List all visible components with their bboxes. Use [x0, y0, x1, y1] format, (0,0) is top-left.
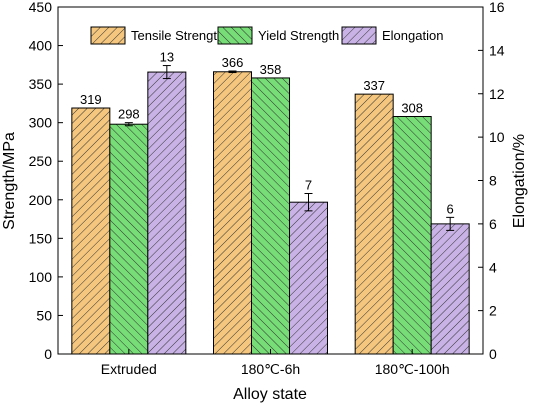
x-tick-label: 180℃-100h	[375, 361, 450, 377]
axes-layer: 0 50 100 150 200 250 300 350 400 450 0 2 4 6 8 10 12 14 16…	[29, 0, 505, 377]
y2-tick-label: 8	[489, 173, 497, 189]
y-tick-label: 350	[29, 76, 53, 92]
y-tick-label: 400	[29, 38, 53, 54]
y-tick-label: 100	[29, 269, 53, 285]
y-tick-label: 150	[29, 230, 53, 246]
legend-label: Tensile Strength	[131, 28, 224, 43]
bar-outline	[109, 123, 149, 355]
data-label: 6	[447, 201, 454, 216]
y-axis-label: Strength/MPa	[1, 132, 18, 230]
y-tick-label: 300	[29, 115, 53, 131]
data-label: 7	[305, 178, 312, 193]
legend-label: Elongation	[382, 28, 443, 43]
bar-outline	[213, 71, 252, 355]
y2-tick-label: 4	[489, 259, 497, 275]
bar-outline	[430, 223, 470, 355]
data-label: 319	[80, 92, 102, 107]
x-tick-label: 180℃-6h	[241, 361, 300, 377]
y2-tick-label: 2	[489, 303, 497, 319]
data-label: 298	[118, 107, 140, 122]
y-tick-label: 450	[29, 0, 53, 15]
x-axis-label: Alloy state	[233, 386, 307, 403]
y2-tick-label: 14	[489, 42, 505, 58]
bar-outline	[354, 93, 394, 355]
legend: Tensile Strength Yield Strength Elongation	[90, 26, 443, 45]
y2-tick-label: 6	[489, 216, 497, 232]
y2-tick-label: 12	[489, 86, 505, 102]
legend-swatch-outline	[341, 26, 377, 45]
bars-layer: 319 366 337 298 358 308 13 7 6	[71, 50, 470, 355]
data-label: 337	[363, 78, 385, 93]
data-label: 13	[160, 50, 174, 65]
x-tick-label: Extruded	[101, 361, 157, 377]
bar-outline	[71, 107, 111, 355]
y2-axis-label: Elongation/%	[511, 134, 528, 228]
bar-outline	[392, 115, 432, 355]
y-tick-label: 250	[29, 153, 53, 169]
legend-label: Yield Strength	[258, 28, 339, 43]
y-tick-label: 200	[29, 192, 53, 208]
y2-tick-label: 16	[489, 0, 505, 15]
y2-tick-label: 0	[489, 346, 497, 362]
y-tick-label: 50	[36, 307, 52, 323]
bar-outline	[289, 201, 328, 355]
legend-swatch-outline	[217, 26, 253, 45]
legend-swatch-outline	[90, 26, 126, 45]
y2-tick-label: 10	[489, 129, 505, 145]
data-label: 308	[401, 100, 423, 115]
bar-outline	[251, 77, 290, 355]
data-label: 358	[260, 62, 282, 77]
y-tick-label: 0	[44, 346, 52, 362]
bar-outline	[147, 71, 187, 355]
data-label: 366	[222, 55, 244, 70]
